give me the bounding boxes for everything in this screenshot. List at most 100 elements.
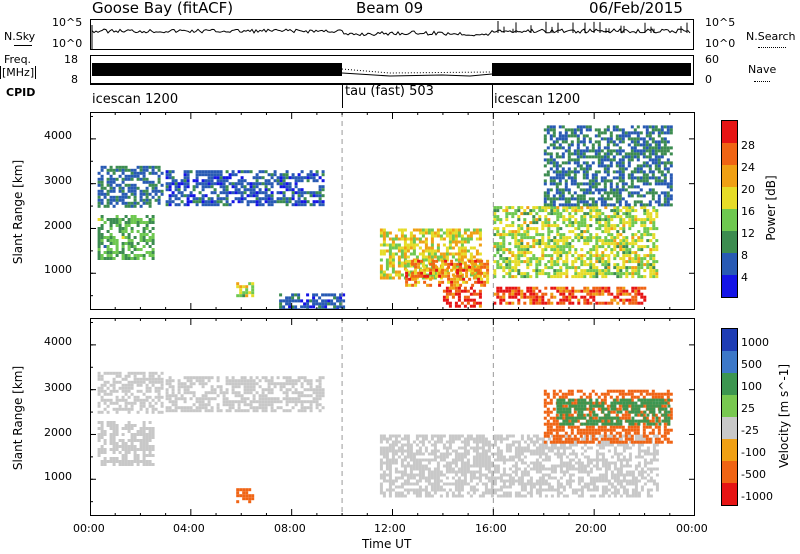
vel-cell [481, 446, 485, 450]
power-cell [544, 248, 548, 252]
power-cell [397, 246, 401, 250]
power-cell [579, 194, 583, 198]
power-cell [576, 137, 580, 141]
power-cell [429, 262, 433, 266]
power-cell [477, 268, 481, 272]
vel-cell [133, 448, 137, 451]
power-cell [529, 236, 533, 240]
vel-cell [391, 449, 395, 453]
power-cell [321, 170, 325, 174]
power-cell [546, 152, 550, 156]
vel-cell [445, 494, 449, 498]
vel-cell [475, 434, 479, 438]
vel-cell [154, 377, 158, 381]
power-cell [628, 251, 632, 255]
power-cell [606, 137, 610, 141]
power-cell [622, 289, 626, 293]
power-cell [441, 259, 445, 263]
power-cell [613, 257, 617, 261]
power-cell [651, 149, 655, 153]
power-cell [616, 301, 620, 305]
vel-cell [427, 482, 431, 486]
power-cell [258, 176, 262, 180]
vel-cell [210, 391, 214, 395]
power-cell [621, 128, 625, 132]
power-cell [565, 257, 569, 261]
power-cell [597, 155, 601, 159]
power-cell [612, 128, 616, 132]
power-cell [300, 191, 304, 195]
power-cell [201, 200, 205, 204]
vel-cell [529, 437, 533, 441]
power-cell [640, 263, 644, 267]
vel-cell [535, 452, 539, 456]
power-cell [625, 254, 629, 258]
power-cell [379, 252, 383, 256]
power-cell [541, 248, 545, 252]
power-cell [669, 197, 673, 201]
power-cell [645, 143, 649, 147]
power-cell [532, 215, 536, 219]
power-cell [553, 239, 557, 243]
power-cell [634, 218, 638, 222]
power-cell [669, 164, 673, 168]
vel-cell [315, 379, 319, 383]
vel-cell [382, 434, 386, 438]
power-cell [580, 269, 584, 273]
power-cell [157, 189, 161, 193]
vel-cell [430, 473, 434, 477]
vel-cell [300, 385, 304, 389]
power-cell [483, 274, 487, 278]
power-cell [535, 257, 539, 261]
power-cell [591, 197, 595, 201]
power-cell [520, 289, 524, 293]
power-cell [624, 200, 628, 204]
power-cell [145, 251, 149, 254]
vel-cell [210, 397, 214, 401]
power-cell [588, 128, 592, 132]
vel-cell [154, 380, 158, 384]
power-cell [385, 231, 389, 235]
vel-cell [130, 371, 134, 375]
power-cell [526, 257, 530, 261]
vel-cell [484, 449, 488, 453]
power-cell [236, 294, 240, 298]
power-cell [607, 233, 611, 237]
power-cell [433, 276, 437, 280]
power-cell [547, 242, 551, 246]
vel-cell [100, 427, 104, 430]
power-cell [207, 203, 211, 207]
vel-cell [201, 403, 205, 407]
power-cell [552, 146, 556, 150]
power-cell [628, 257, 632, 261]
power-cell [555, 155, 559, 159]
power-cell [562, 298, 566, 302]
power-cell [255, 182, 259, 186]
power-cell [555, 197, 559, 201]
power-cell [270, 194, 274, 198]
power-cell [538, 295, 542, 299]
vel-cell [556, 488, 560, 492]
power-cell [523, 221, 527, 225]
power-cell [339, 293, 343, 297]
power-cell [439, 252, 443, 256]
power-cell [505, 260, 509, 264]
power-cell [576, 197, 580, 201]
vel-cell [457, 458, 461, 462]
power-cell [475, 231, 479, 235]
vel-cell [547, 488, 551, 492]
power-cell [595, 221, 599, 225]
power-cell [382, 240, 386, 244]
power-cell [427, 258, 431, 262]
power-cell [321, 302, 325, 306]
power-cell [493, 212, 497, 216]
power-cell [591, 182, 595, 186]
vel-cell [207, 379, 211, 383]
vel-cell [243, 391, 247, 395]
vel-cell [478, 470, 482, 474]
power-cell [246, 170, 250, 174]
vel-cell [559, 458, 563, 462]
power-cell [556, 257, 560, 261]
vel-cell [436, 440, 440, 444]
vel-cell [315, 400, 319, 404]
